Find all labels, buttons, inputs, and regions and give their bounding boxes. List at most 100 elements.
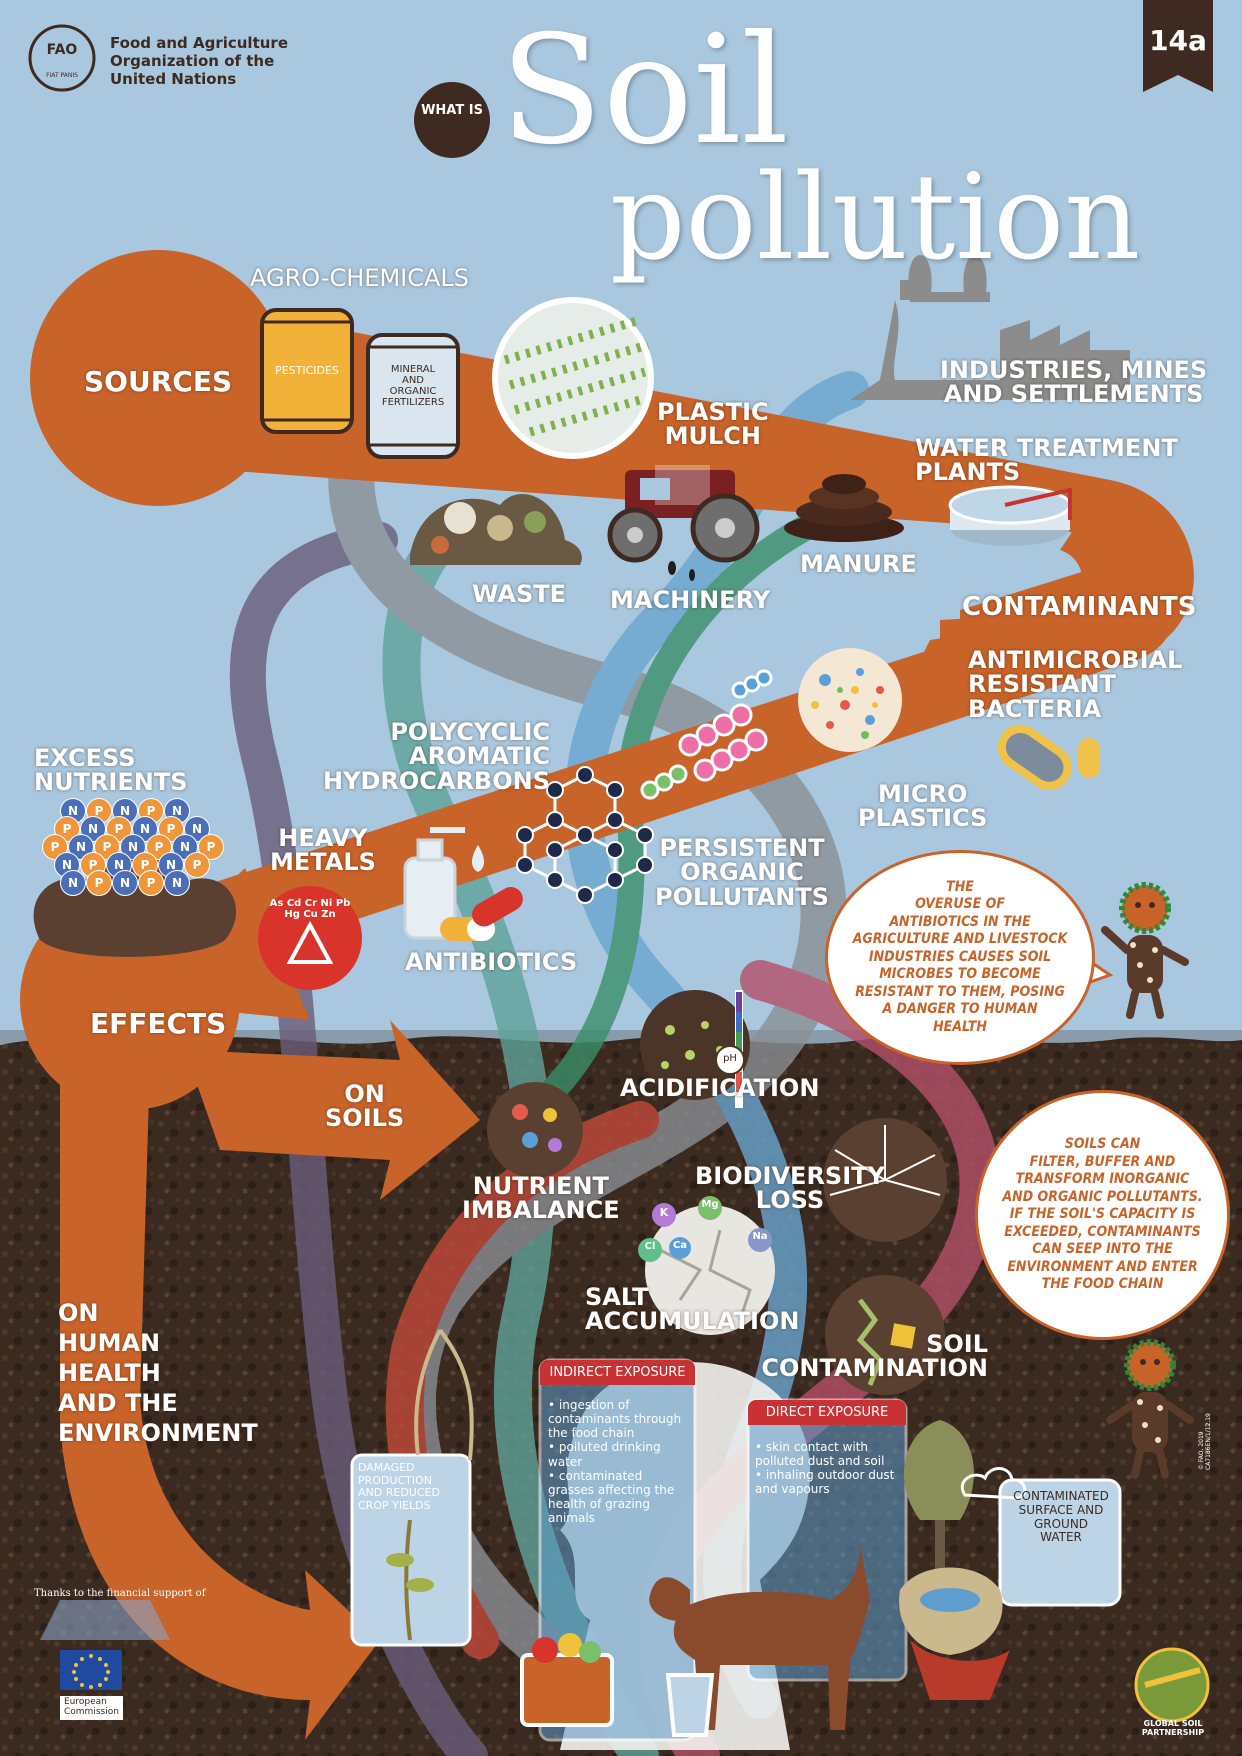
antibiotics-bubble-text: THE OVERUSE OF ANTIBIOTICS IN THE AGRICU… [852,878,1068,1035]
water-treatment-icon [948,485,1072,546]
soil-contamination-circle [825,1275,945,1395]
on-soils-arrow [185,1020,480,1200]
tractor-icon [607,465,760,581]
phosphorus-ball: P [138,870,164,896]
heavy-metals-badge [258,886,362,990]
machinery-label: MACHINERY [610,586,771,614]
thanks-text: Thanks to the financial support of [34,1588,206,1599]
badge-ribbon [1143,0,1213,92]
water-treatment-label: WATER TREATMENT PLANTS [915,434,1178,487]
soil-mascot-2 [1106,1339,1194,1479]
heavy-metals-label: HEAVY METALS [270,824,376,877]
salt-ion-ca: Ca [672,1240,688,1251]
pesticides-label: PESTICIDES [275,364,339,377]
waste-pile-icon [410,493,582,565]
effects-heading: EFFECTS [90,1007,227,1040]
bacteria-icon [997,724,1100,791]
antibiotics-label: ANTIBIOTICS [405,948,578,976]
on-health-arrow [60,1060,380,1740]
water-panel [998,1478,1122,1607]
gsp-logo [1134,1647,1210,1723]
pah-atoms [516,766,654,904]
biodiversity-loss-circle [823,1118,947,1242]
direct-exposure-list: • skin contact with polluted dust and so… [755,1440,900,1497]
arrow-upper-contaminants [920,520,1140,660]
gsp-label: GLOBAL SOIL PARTNERSHIP [1141,1719,1205,1737]
indirect-item: • ingestion of contaminants through the … [548,1398,682,1441]
direct-item: • inhaling outdoor dust and vapours [755,1468,895,1497]
filter-bubble-text: SOILS CAN FILTER, BUFFER AND TRANSFORM I… [1002,1136,1203,1293]
nitrogen-ball: N [112,870,138,896]
water-glass-icon [665,1673,715,1737]
nitrogen-ball: N [164,870,190,896]
agrochemicals-label: AGRO-CHEMICALS [250,264,470,292]
eu-flag [40,1600,170,1690]
industries-label: INDUSTRIES, MINES AND SETTLEMENTS [940,356,1208,409]
antibiotics-bottle-icon [403,827,484,940]
tree-icon [899,1420,1010,1700]
contaminants-heading: CONTAMINANTS [962,592,1197,622]
waste-label: WASTE [472,580,567,608]
pops-label: PERSISTENT ORGANIC POLLUTANTS [655,834,830,911]
what-is-circle [414,82,490,158]
antibiotics-bubble: THE OVERUSE OF ANTIBIOTICS IN THE AGRICU… [825,850,1095,1065]
pills-icon [440,887,523,941]
soil-mascot-1 [1101,882,1189,1019]
salt-ion-k: K [659,1206,669,1219]
salt-accumulation-circle [638,1196,775,1335]
on-soils-label: ON SOILS [325,1080,405,1133]
water-label: CONTAMINATED SURFACE AND GROUND WATER [1013,1489,1109,1545]
microplastics-icon [798,648,902,752]
excess-nutrients-label: EXCESS NUTRIENTS [34,744,188,797]
fertilizer-bag-icon [366,333,460,459]
salt-ion-mg: Mg [701,1199,719,1210]
fertilizers-label: MINERAL AND ORGANIC FERTILIZERS [381,364,445,408]
pop-chains-icon [640,669,773,800]
cow-icon [649,1545,870,1730]
title-pollution: pollution [610,148,1141,286]
pesticide-bag-icon [260,308,354,434]
food-basket-icon [520,1633,614,1727]
acidification-label: ACIDIFICATION [620,1074,820,1102]
damaged-crops-label: DAMAGED PRODUCTION AND REDUCED CROP YIEL… [358,1461,440,1512]
indirect-item: • contaminated grasses affecting the hea… [548,1468,675,1526]
microplastics-label: MICRO PLASTICS [858,780,988,833]
direct-exposure-title: DIRECT EXPOSURE [748,1400,906,1425]
crop-panel [350,1328,474,1647]
fao-logo [28,24,96,92]
acidification-circle [640,990,750,1108]
manure-icon [784,474,904,542]
filter-bubble: SOILS CAN FILTER, BUFFER AND TRANSFORM I… [975,1090,1230,1340]
sources-heading: SOURCES [84,365,233,398]
copyright-code: © FAO, 2019 CA7186EN/1/12.19 [1198,1413,1212,1470]
cloud-icon [961,1467,1027,1500]
nitrogen-ball: N [60,870,86,896]
fao-name: Food and Agriculture Organization of the… [110,34,288,88]
indirect-exposure-list: • ingestion of contaminants through the … [548,1398,686,1525]
fao-acronym: FAO [46,42,78,58]
ph-label: pH [723,1053,737,1064]
title-soil: Soil [500,4,790,178]
phosphorus-ball: P [86,870,112,896]
amr-label: ANTIMICROBIAL RESISTANT BACTERIA [968,646,1183,723]
nutrient-imbalance-label: NUTRIENT IMBALANCE [462,1172,620,1225]
title-prefix: WHAT IS [421,103,483,118]
indirect-item: • polluted drinking water [548,1440,661,1469]
salt-ion-cl: Cl [644,1241,656,1252]
salt-accumulation-label: SALT ACCUMULATION [585,1283,800,1336]
fao-seal-text: FIAT PANIS [46,72,78,79]
plastic-mulch-photo [492,297,654,459]
pah-label: POLYCYCLIC AROMATIC HYDROCARBONS [322,718,550,795]
factory-icon [850,255,1130,400]
eu-label: European Commission [60,1696,123,1720]
phosphorus-ball: P [184,852,210,878]
indirect-exposure-title: INDIRECT EXPOSURE [540,1360,695,1385]
manure-label: MANURE [800,550,917,578]
biodiversity-loss-label: BIODIVERSITY LOSS [695,1162,885,1215]
soil-contamination-label: SOIL CONTAMINATION [761,1330,988,1383]
nutrient-imbalance-circle [487,1082,583,1178]
badge-label: 14a [1149,24,1207,57]
